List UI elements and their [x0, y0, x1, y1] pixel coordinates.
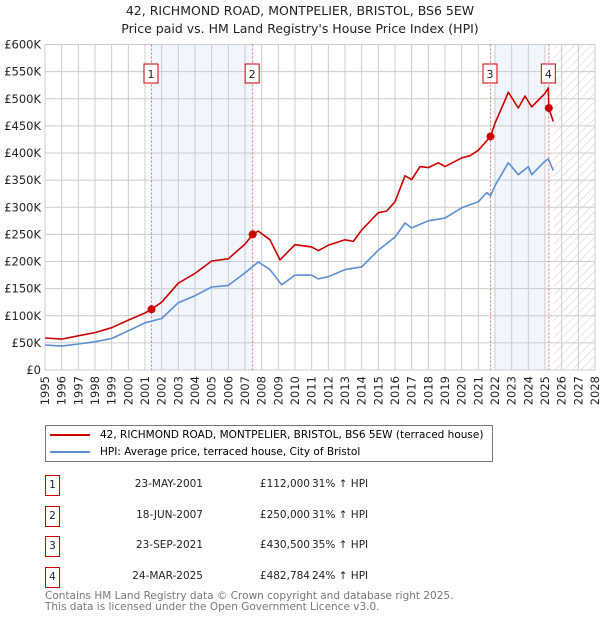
y-tick-label: £0	[26, 363, 41, 377]
y-tick-label: £400K	[4, 146, 41, 160]
y-tick-label: £50K	[12, 336, 42, 350]
sale-number-box	[244, 63, 260, 84]
legend: 42, RICHMOND ROAD, MONTPELIER, BRISTOL, …	[45, 425, 493, 462]
sale-point	[544, 104, 553, 113]
x-tick-label: 2018	[421, 376, 435, 405]
x-tick-label: 2003	[171, 376, 185, 405]
price-chart: 1 2 3 4 £0 £50K £100K £150K £200K £250K £300K £350K…	[4, 38, 600, 406]
x-tick-label: 2000	[121, 376, 135, 405]
x-tick-label: 2012	[321, 376, 335, 405]
x-tick-label: 2026	[555, 376, 569, 405]
x-tick-label: 2010	[288, 376, 302, 405]
chart-subtitle: Price paid vs. HM Land Registry's House …	[121, 21, 479, 36]
x-tick-label: 2019	[438, 376, 452, 405]
x-tick-label: 2028	[588, 376, 600, 405]
sale-number-label: 1	[148, 68, 155, 81]
y-tick-label: £300K	[4, 200, 41, 214]
legend-label-hpi: HPI: Average price, terraced house, City…	[100, 446, 361, 458]
y-tick-label: £150K	[4, 282, 41, 296]
sale-number-label: 2	[249, 68, 256, 81]
legend-swatch-red	[50, 434, 90, 436]
x-tick-label: 2013	[338, 376, 352, 405]
x-tick-label: 1996	[55, 376, 69, 405]
sale-hpi-diff: 31% ↑ HPI	[312, 478, 369, 490]
sale-hpi-diff: 31% ↑ HPI	[312, 508, 369, 521]
legend-item-hpi: HPI: Average price, terraced house, City…	[50, 444, 360, 460]
x-tick-label: 2016	[388, 376, 402, 405]
sale-number-box	[143, 63, 159, 84]
table-row: 2 18-JUN-2007 £250,000 31% ↑ HPI	[45, 505, 545, 527]
property-price-line	[44, 87, 555, 340]
sale-point	[486, 132, 495, 141]
table-row: 4 24-MAR-2025 £482,784 24% ↑ HPI	[45, 566, 545, 588]
y-tick-label: £200K	[4, 255, 41, 269]
sale-number-label: 3	[487, 68, 494, 81]
y-tick-label: £600K	[4, 38, 41, 52]
sale-number-box	[482, 63, 498, 84]
x-tick-label: 1997	[71, 376, 85, 405]
x-tick-label: 1999	[105, 376, 119, 405]
x-tick-label: 2006	[221, 376, 235, 405]
x-tick-label: 2025	[538, 376, 552, 405]
y-tick-label: £500K	[4, 92, 41, 106]
sale-hpi-diff: 24% ↑ HPI	[312, 569, 369, 582]
legend-swatch-blue	[50, 451, 90, 453]
x-tick-label: 2020	[455, 376, 469, 405]
sale-number-box	[540, 63, 556, 84]
sale-number: 4	[45, 566, 60, 588]
x-tick-label: 2001	[138, 376, 152, 405]
sale-price: £482,784	[259, 569, 310, 582]
x-tick-label: 1998	[88, 376, 102, 405]
legend-label-property: 42, RICHMOND ROAD, MONTPELIER, BRISTOL, …	[100, 429, 484, 441]
x-tick-label: 2017	[405, 376, 419, 405]
x-tick-label: 2014	[355, 376, 369, 405]
sale-date: 18-JUN-2007	[136, 508, 203, 521]
x-tick-label: 2011	[305, 376, 319, 405]
x-tick-label: 2021	[471, 376, 485, 405]
legend-item-property: 42, RICHMOND ROAD, MONTPELIER, BRISTOL, …	[50, 427, 483, 443]
x-tick-label: 2004	[188, 376, 202, 405]
x-tick-label: 1995	[38, 376, 52, 405]
sale-price: £112,000	[259, 478, 310, 490]
sale-date: 24-MAR-2025	[132, 569, 203, 582]
sale-date: 23-MAY-2001	[134, 478, 203, 490]
x-tick-label: 2008	[255, 376, 269, 405]
y-tick-label: £250K	[4, 227, 41, 241]
footer-line-1: Contains HM Land Registry data © Crown c…	[45, 590, 454, 602]
y-tick-label: £450K	[4, 119, 41, 133]
chart-title: 42, RICHMOND ROAD, MONTPELIER, BRISTOL, …	[125, 3, 475, 18]
sale-number: 1	[45, 475, 60, 496]
x-tick-label: 2023	[505, 376, 519, 405]
sale-hpi-diff: 35% ↑ HPI	[312, 539, 369, 551]
sale-number: 3	[45, 536, 60, 557]
x-tick-label: 2024	[521, 376, 535, 405]
table-row: 3 23-SEP-2021 £430,500 35% ↑ HPI	[45, 536, 545, 557]
x-tick-label: 2027	[571, 376, 585, 405]
sale-number-label: 4	[545, 68, 552, 81]
sale-price: £250,000	[259, 508, 310, 521]
sale-price: £430,500	[259, 539, 310, 551]
x-tick-label: 2005	[205, 376, 219, 405]
x-tick-label: 2009	[271, 376, 285, 405]
x-tick-label: 2002	[155, 376, 169, 405]
x-tick-label: 2007	[238, 376, 252, 405]
sale-date: 23-SEP-2021	[135, 539, 203, 551]
footer-line-2: This data is licensed under the Open Gov…	[45, 601, 380, 613]
sale-number: 2	[45, 505, 60, 527]
sale-point	[248, 230, 257, 239]
x-tick-label: 2015	[371, 376, 385, 405]
sale-point	[147, 305, 156, 314]
y-tick-label: £550K	[4, 65, 41, 79]
y-tick-label: £350K	[4, 173, 41, 187]
hpi-line	[44, 158, 555, 347]
x-tick-label: 2022	[488, 376, 502, 405]
y-tick-label: £100K	[4, 309, 41, 323]
table-row: 1 23-MAY-2001 £112,000 31% ↑ HPI	[45, 475, 545, 496]
